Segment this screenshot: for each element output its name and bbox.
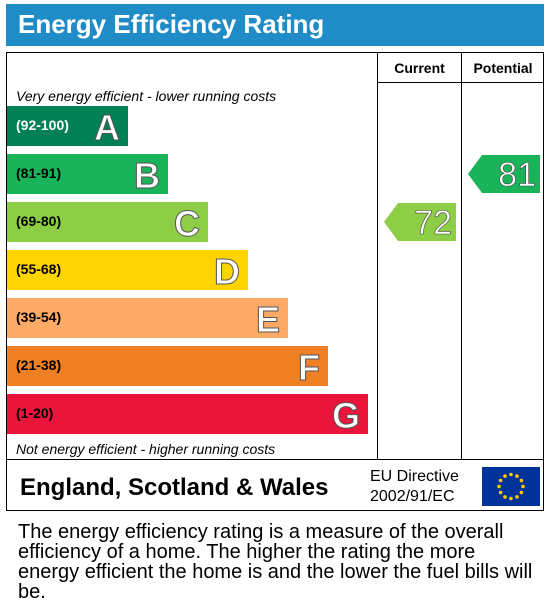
band-range-label: (92-100) <box>16 117 69 133</box>
band-letter: A <box>94 107 121 149</box>
top-note: Very energy efficient - lower running co… <box>16 88 277 104</box>
eu-star <box>509 496 513 501</box>
band-g: (1-20) G <box>7 394 368 437</box>
directive-line-1: EU Directive <box>370 468 459 485</box>
band-range-label: (39-54) <box>16 309 62 325</box>
potential-rating-arrow: 81 <box>468 155 540 195</box>
potential-rating-arrow-value: 81 <box>498 156 536 195</box>
band-range-label: (1-20) <box>16 405 54 421</box>
potential-rating-arrow-shape <box>468 155 540 193</box>
band-range-label: (21-38) <box>16 357 62 373</box>
band-range-label: (81-91) <box>16 165 62 181</box>
band-b: (81-91) B <box>7 154 168 197</box>
current-rating-arrow-value: 72 <box>414 204 452 243</box>
region-label: England, Scotland & Wales <box>20 474 329 501</box>
directive-line-2: 2002/91/EC <box>370 488 455 505</box>
bottom-note: Not energy efficient - higher running co… <box>16 441 276 457</box>
title-banner: Energy Efficiency Rating <box>6 4 544 46</box>
eu-star <box>498 490 503 495</box>
header-divider <box>377 82 544 83</box>
column-divider <box>377 52 378 460</box>
eu-star <box>515 495 519 499</box>
column-divider <box>461 52 462 460</box>
band-letter: G <box>331 395 360 437</box>
band-e: (39-54) E <box>7 298 288 341</box>
band-letter: E <box>255 299 280 341</box>
eu-star <box>509 472 513 477</box>
eu-star <box>497 484 501 489</box>
band-range-label: (69-80) <box>16 213 62 229</box>
footer-box <box>6 459 544 511</box>
band-letter: F <box>298 347 321 389</box>
eu-flag-icon <box>482 467 540 506</box>
band-d: (55-68) D <box>7 250 248 293</box>
eu-star <box>519 478 524 483</box>
description-text: The energy efficiency rating is a measur… <box>18 521 533 603</box>
current-column-header: Current <box>394 60 445 76</box>
band-f: (21-38) F <box>7 346 328 389</box>
page-title: Energy Efficiency Rating <box>18 9 325 39</box>
current-rating-arrow-shape <box>384 203 456 241</box>
eu-star <box>503 474 507 478</box>
eu-star <box>521 484 525 489</box>
eu-star <box>515 474 519 478</box>
current-rating-arrow: 72 <box>384 203 456 243</box>
band-letter: C <box>174 203 201 245</box>
potential-column-header: Potential <box>473 60 533 76</box>
band-letter: B <box>134 155 161 197</box>
eu-star <box>503 495 507 499</box>
band-range-label: (55-68) <box>16 261 62 277</box>
band-a: (92-100) A <box>7 106 128 149</box>
eu-directive: EU Directive 2002/91/EC <box>370 467 459 507</box>
eu-star <box>498 478 503 483</box>
band-letter: D <box>214 251 241 293</box>
band-c: (69-80) C <box>7 202 208 245</box>
eu-star <box>519 490 524 495</box>
